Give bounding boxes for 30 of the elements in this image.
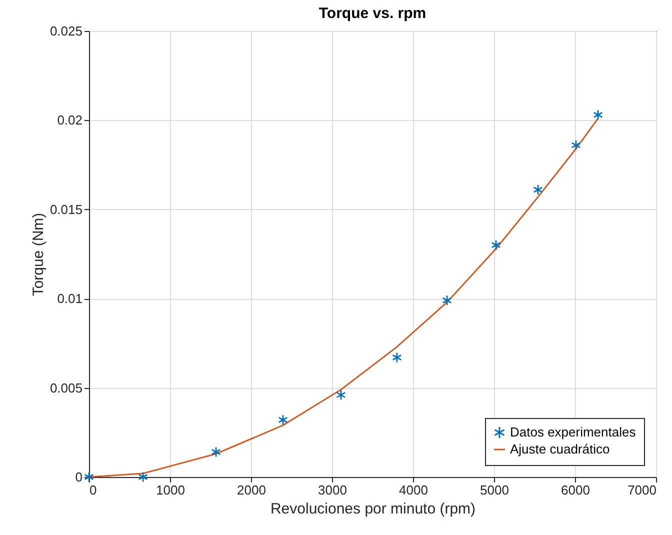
y-axis-title: Torque (Nm) — [30, 212, 47, 296]
point — [442, 294, 452, 306]
x-axis-title: Revoluciones por minuto (rpm) — [270, 500, 476, 518]
point — [336, 389, 346, 400]
y-tick-label: 0.02 — [57, 112, 82, 128]
x-tick-label: 4000 — [399, 482, 428, 498]
x-tick-label: 0 — [90, 482, 97, 498]
x-tick-label: 2000 — [237, 482, 266, 498]
y-tick-label: 0.01 — [57, 291, 82, 306]
y-tick-label: 0.025 — [50, 24, 82, 38]
x-tick-label: 6000 — [561, 482, 590, 498]
x-tick-label: 7000 — [628, 482, 656, 498]
legend-label: Datos experimentales — [510, 424, 636, 440]
point — [84, 472, 94, 482]
y-tick-label: 0 — [75, 470, 82, 484]
point — [392, 352, 402, 363]
y-tick-label: 0.015 — [50, 202, 82, 217]
point — [571, 140, 581, 151]
point — [278, 414, 288, 426]
legend-label: Ajuste cuadrático — [510, 442, 610, 456]
x-tick-label: 5000 — [480, 482, 509, 498]
point — [593, 109, 603, 120]
point — [211, 446, 221, 458]
x-tick-label: 1000 — [156, 482, 185, 498]
point — [138, 472, 148, 482]
x-tick-label: 3000 — [318, 482, 347, 498]
point — [491, 240, 501, 251]
chart-title: Torque vs. rpm — [318, 5, 426, 22]
y-tick-label: 0.005 — [50, 380, 82, 396]
point — [533, 184, 543, 196]
